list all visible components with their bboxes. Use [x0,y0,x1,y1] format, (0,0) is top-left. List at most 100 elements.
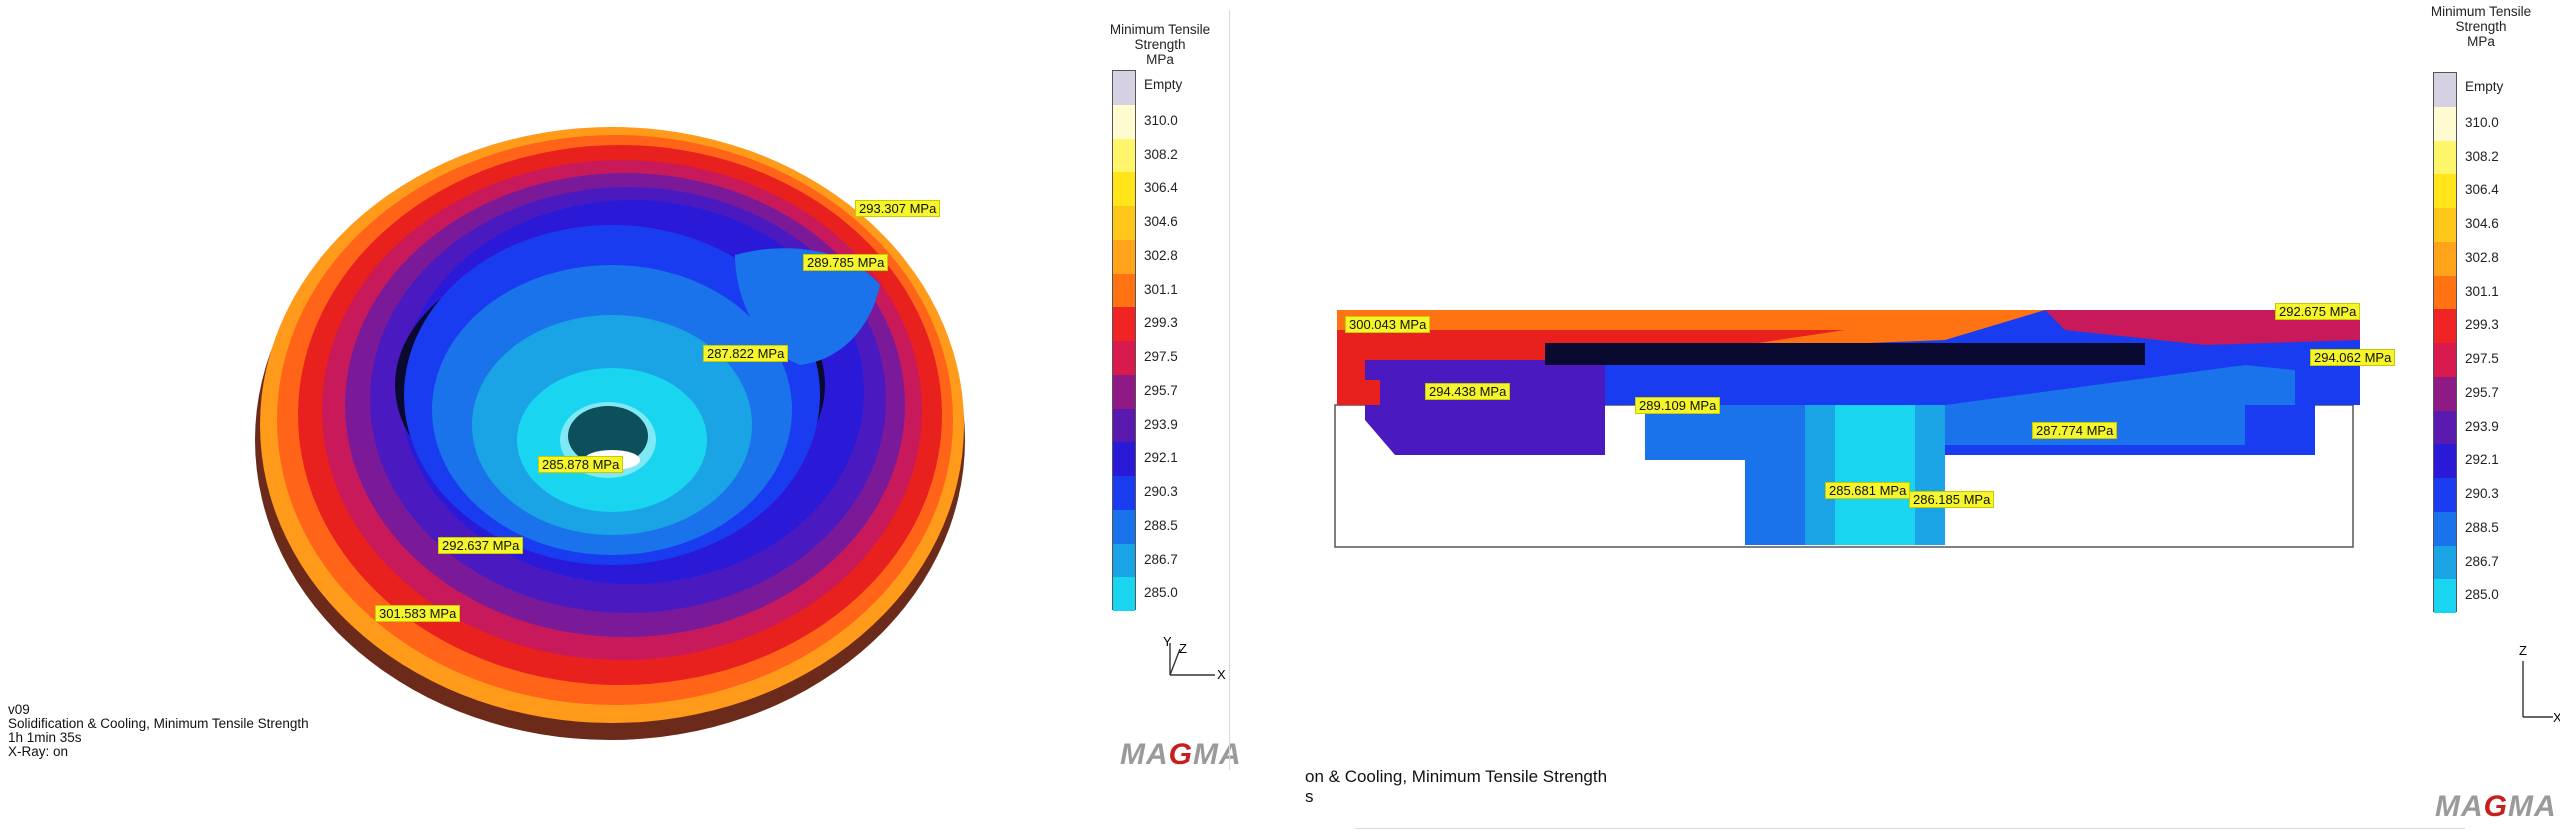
legend-swatch [2434,309,2456,343]
legend-swatch [1113,408,1135,443]
legend-swatch [2434,208,2456,242]
legend-swatch [2434,579,2456,613]
legend-label: Empty [2465,79,2504,94]
legend-swatch [2434,343,2456,377]
legend-label: 304.6 [1144,214,1178,230]
legend-swatch [1113,104,1135,139]
legend-swatch [2434,410,2456,445]
wheel-3d-render [255,127,965,740]
legend-label: 301.1 [1144,281,1178,297]
legend-label: 285.0 [1144,585,1178,601]
result-callout: 292.637 MPa [438,537,524,554]
legend-label: 297.5 [1144,349,1178,365]
result-callout: 292.675 MPa [2275,303,2361,320]
legend-swatch [1113,273,1135,308]
result-callout: 294.062 MPa [2310,349,2396,366]
legend-swatch [1113,543,1135,578]
axis-z-label: Z [1179,641,1187,656]
legend-label: 293.9 [2465,418,2499,434]
result-callout: 285.878 MPa [538,456,624,473]
legend-label: 286.7 [2465,553,2499,569]
legend-label: 295.7 [2465,384,2499,400]
legend-label: 286.7 [1144,551,1178,567]
legend-swatch [2434,275,2456,310]
legend-label: 301.1 [2465,283,2499,299]
legend-swatch [1113,341,1135,375]
legend-swatch [1113,71,1135,105]
left-view-panel: 293.307 MPa 289.785 MPa 287.822 MPa 285.… [0,0,1241,835]
legend-label: 310.0 [1144,112,1178,128]
legend-label: 290.3 [1144,484,1178,500]
legend-swatch [1113,239,1135,274]
legend-label: 292.1 [2465,452,2499,468]
legend-label: Empty [1144,77,1183,92]
axes-triad: X Y Z [1163,635,1226,682]
legend-label: 299.3 [1144,315,1178,331]
legend-label: 302.8 [1144,247,1178,263]
magma-logo: MAGMA [2435,790,2557,823]
legend-swatch [2434,106,2456,141]
legend-label: 288.5 [1144,517,1178,533]
legend-label: 293.9 [1144,416,1178,432]
legend-swatch [2434,444,2456,478]
panel-divider [1229,10,1230,770]
result-callout: 294.438 MPa [1425,383,1511,400]
legend-swatch [2434,241,2456,276]
legend-swatch [1113,442,1135,476]
magma-logo: MAGMA [1120,738,1242,771]
legend-color-bar [1112,70,1136,611]
result-callout: 300.043 MPa [1345,316,1431,333]
legend-label: 295.7 [1144,382,1178,398]
result-callout: 287.822 MPa [703,345,789,362]
legend-swatch [1113,509,1135,544]
legend-label: 292.1 [1144,450,1178,466]
cross-section-render [1334,310,2360,548]
legend-swatch [1113,476,1135,510]
legend-swatch [2434,545,2456,580]
legend-label: 308.2 [2465,148,2499,164]
result-callout: 289.109 MPa [1635,397,1721,414]
legend-label: 308.2 [1144,146,1178,162]
bottom-rule [1355,828,2465,829]
simulation-info: v09 Solidification & Cooling, Minimum Te… [8,702,309,759]
legend-label: 299.3 [2465,317,2499,333]
legend-label: 310.0 [2465,114,2499,130]
legend-label: 285.0 [2465,587,2499,603]
color-legend: Minimum Tensile Strength MPa Empty 310.0 3… [2421,4,2541,624]
legend-title: Minimum Tensile Strength MPa [2430,4,2532,49]
legend-label: 297.5 [2465,351,2499,367]
legend-swatch [1113,577,1135,611]
legend-color-bar [2433,72,2457,613]
legend-label: 304.6 [2465,216,2499,232]
legend-swatch [2434,511,2456,546]
result-callout: 287.774 MPa [2032,422,2118,439]
result-callout: 293.307 MPa [855,200,941,217]
legend-label: 302.8 [2465,249,2499,265]
legend-swatch [1113,172,1135,206]
legend-swatch [1113,138,1135,173]
legend-swatch [1113,206,1135,240]
legend-swatch [2434,478,2456,512]
result-callout: 286.185 MPa [1909,491,1995,508]
right-view-panel: 300.043 MPa 292.675 MPa 294.062 MPa 294.… [1245,0,2560,835]
legend-swatch [1113,374,1135,409]
legend-swatch [2434,73,2456,107]
axis-z-label: Z [2519,643,2527,658]
legend-label: 306.4 [1144,180,1178,196]
result-callout: 285.681 MPa [1825,482,1911,499]
axis-x-label: X [1217,667,1226,682]
axes-triad: Z X [2519,643,2560,725]
result-callout: 289.785 MPa [803,254,889,271]
legend-swatch [2434,140,2456,175]
legend-title: Minimum Tensile Strength MPa [1109,22,1211,67]
legend-label: 290.3 [2465,486,2499,502]
legend-label: 288.5 [2465,519,2499,535]
axis-x-label: X [2553,710,2560,725]
legend-swatch [2434,376,2456,411]
legend-swatch [1113,307,1135,341]
color-legend: Minimum Tensile Strength MPa Empty 310.0 3… [1100,22,1220,622]
result-callout: 301.583 MPa [375,605,461,622]
legend-label: 306.4 [2465,182,2499,198]
simulation-info: on & Cooling, Minimum Tensile Strength s [1305,767,1608,806]
legend-swatch [2434,174,2456,208]
